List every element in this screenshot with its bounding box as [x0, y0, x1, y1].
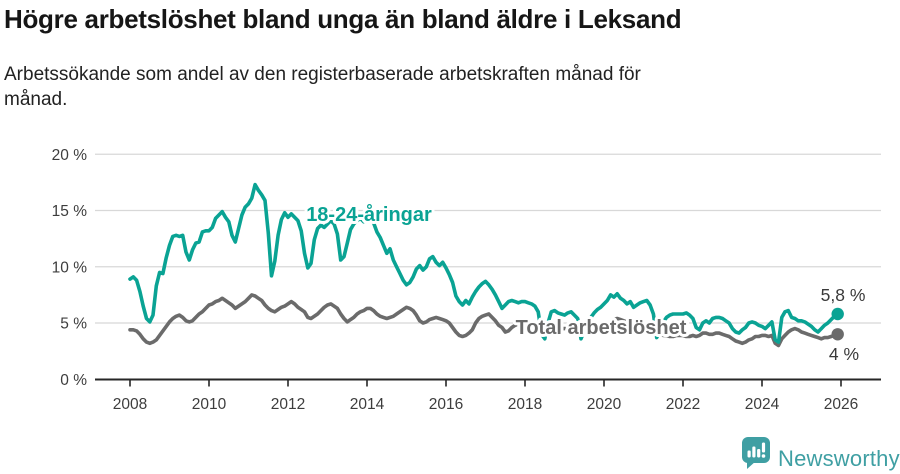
x-tick-label-2020: 2020	[587, 396, 622, 413]
newsworthy-logo-icon	[742, 437, 770, 469]
x-tick-label-2010: 2010	[192, 396, 227, 413]
x-tick-label-2008: 2008	[113, 396, 147, 413]
youth-series-label: 18-24-åringar	[306, 203, 432, 226]
youth-unemployment-line	[128, 182, 840, 344]
total-end-value-label: 4 %	[829, 344, 859, 364]
newsworthy-logo[interactable]: Newsworthy	[742, 437, 900, 471]
x-tick-label-2026: 2026	[824, 396, 858, 413]
x-axis-tick-labels: 2008 2010 2012 2014 2016 2018 2020 2022 2024 2026	[113, 396, 858, 413]
y-tick-label-20: 20 %	[52, 147, 88, 164]
chart-subtitle: Arbetssökande som andel av den registerb…	[4, 64, 641, 111]
youth-end-value-label: 5,8 %	[821, 285, 866, 305]
gridlines	[95, 153, 881, 324]
youth-end-dot	[831, 307, 844, 321]
y-axis-tick-labels: 0 % 5 % 10 % 15 % 20 %	[52, 147, 88, 389]
total-series-label: Total arbetslöshet	[516, 317, 687, 339]
x-tick-label-2012: 2012	[271, 396, 305, 413]
x-tick-label-2016: 2016	[429, 396, 463, 413]
chart-title: Högre arbetslöshet bland unga än bland ä…	[4, 4, 682, 34]
x-tick-label-2022: 2022	[666, 396, 700, 413]
x-tick-label-2018: 2018	[508, 396, 542, 413]
newsworthy-logo-text: Newsworthy	[778, 446, 900, 471]
x-tick-label-2024: 2024	[745, 396, 780, 413]
total-end-dot	[831, 328, 844, 341]
y-tick-label-10: 10 %	[52, 259, 88, 276]
x-tick-label-2014: 2014	[350, 396, 385, 413]
x-axis-ticks	[129, 380, 842, 387]
total-unemployment-line	[128, 293, 840, 348]
y-tick-label-15: 15 %	[52, 203, 88, 220]
y-tick-label-5: 5 %	[60, 316, 87, 333]
y-tick-label-0: 0 %	[60, 372, 87, 389]
